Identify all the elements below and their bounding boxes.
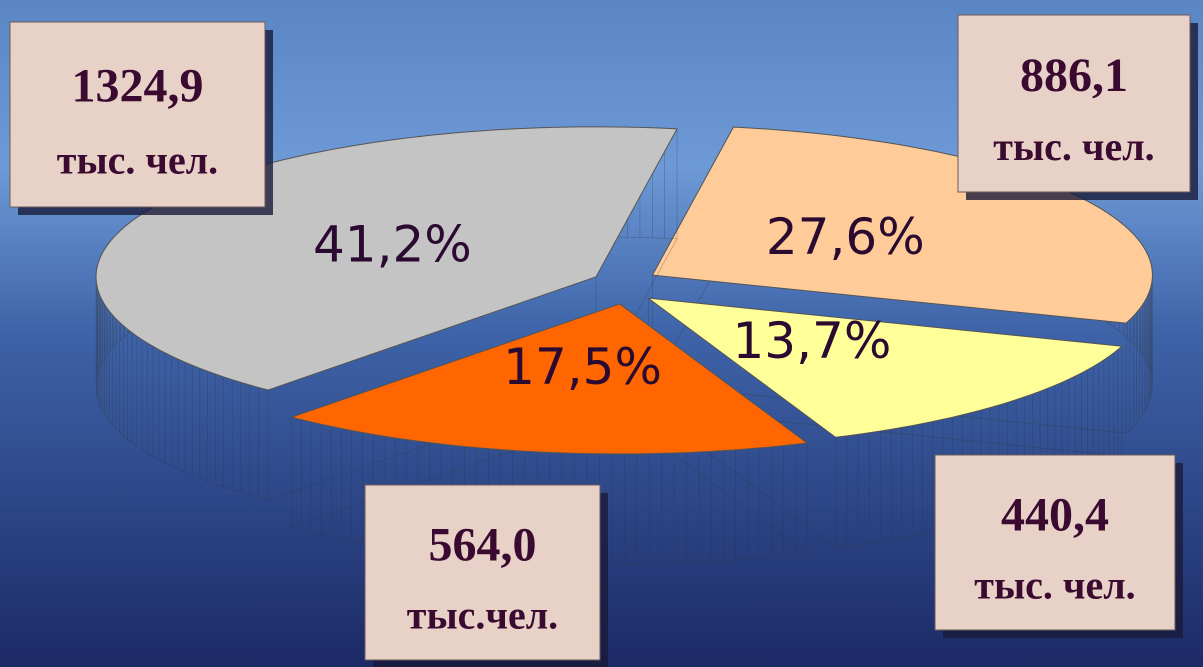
callout-value: 440,4	[1001, 488, 1109, 541]
callout-box	[364, 484, 601, 661]
value-label: 41,2%	[313, 216, 472, 274]
callout-value: 1324,9	[72, 60, 204, 113]
callout-value: 886,1	[1020, 49, 1128, 102]
callout-box	[934, 454, 1176, 631]
callout-unit: тыс. чел.	[993, 124, 1154, 169]
value-label: 27,6%	[766, 208, 925, 266]
callout-unit: тыс. чел.	[57, 138, 218, 183]
value-label: 17,5%	[503, 338, 662, 396]
callout-value: 564,0	[429, 518, 537, 571]
pie: 41,2% 27,6% 13,7% 17,5%	[95, 126, 1153, 565]
value-label: 13,7%	[732, 312, 891, 370]
callouts: 1324,9 тыс. чел. 886,1 тыс. чел. 440,4 тыс. ч…	[9, 14, 1198, 667]
callout-unit: тыс. чел.	[974, 563, 1135, 608]
slice	[289, 303, 809, 455]
callout-unit: тыс.чел.	[407, 593, 558, 638]
callout-box	[957, 14, 1191, 193]
callout-box	[9, 21, 266, 208]
slice	[646, 297, 1124, 438]
